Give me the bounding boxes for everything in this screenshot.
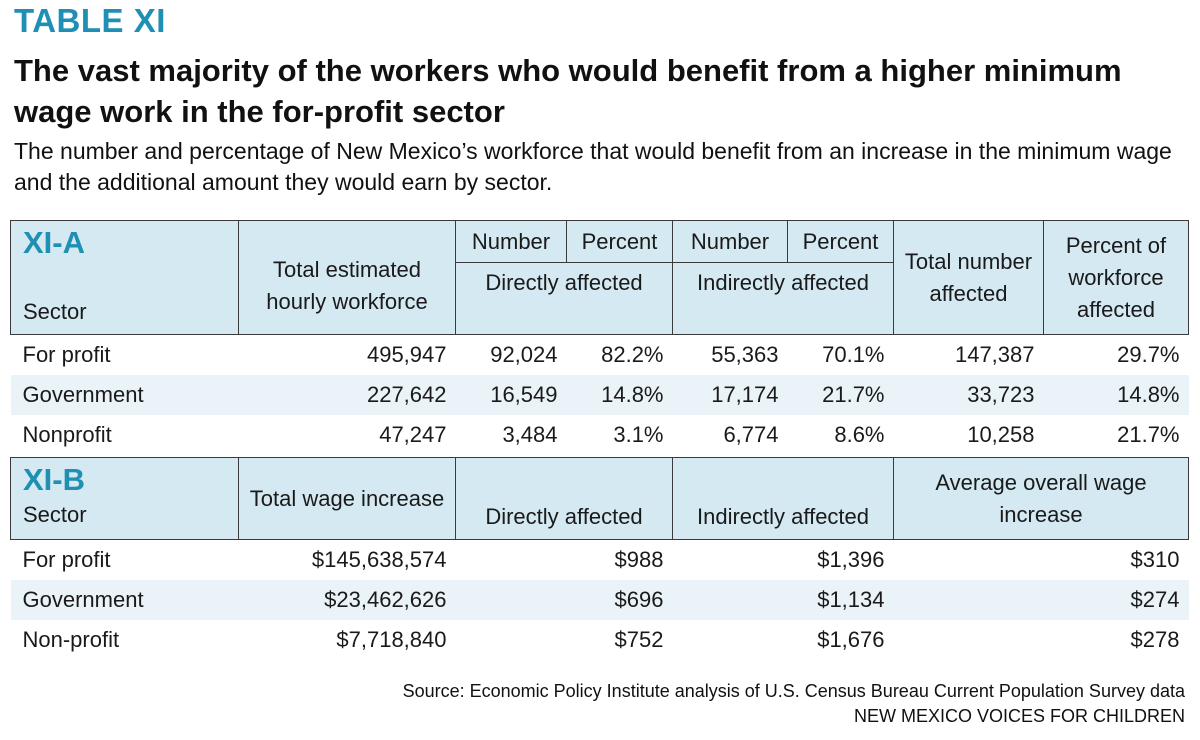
table-xi-a: XI-A Sector Total estimated hourly workf… (10, 220, 1189, 455)
col-percent-workforce: Percent of workforce affected (1043, 220, 1189, 335)
source-text: Source: Economic Policy Institute analys… (402, 681, 1185, 701)
cell-workforce: 495,947 (366, 342, 447, 367)
group-indirectly-affected: Indirectly affected (672, 262, 894, 335)
cell-direct-percent: 14.8% (566, 375, 673, 415)
cell-indirect-percent: 21.7% (787, 375, 894, 415)
cell-percent-workforce: 14.8% (1043, 375, 1189, 415)
cell-direct-increase: $752 (614, 627, 664, 652)
cell-direct-percent: 82.2% (601, 342, 664, 367)
cell-direct-percent: 3.1% (613, 422, 664, 447)
table-row: Government $23,462,626 $696 $1,134 $274 (10, 580, 1189, 620)
col-average-wage-increase: Average overall wage increase (893, 457, 1189, 540)
table-row: Government 227,642 16,549 14.8% 17,174 2… (10, 375, 1189, 415)
table-a-corner: XI-A Sector (10, 220, 239, 335)
col-direct-percent: Percent (566, 220, 673, 263)
table-row: For profit 495,947 92,024 82.2% 55,363 7… (11, 335, 1189, 376)
col-indirectly-affected: Indirectly affected (672, 457, 894, 540)
sector-name: Government (10, 580, 239, 620)
table-b-sector-header: Sector (23, 502, 87, 527)
cell-indirect-increase: $1,134 (672, 580, 894, 620)
col-indirect-number: Number (672, 220, 788, 263)
sector-name: For profit (22, 547, 111, 572)
cell-total-wage-increase: $23,462,626 (238, 580, 456, 620)
page-title: The vast majority of the workers who wou… (14, 53, 1122, 129)
cell-indirect-percent: 70.1% (822, 342, 885, 367)
group-directly-affected: Directly affected (455, 262, 673, 335)
table-b-code: XI-B (23, 462, 85, 497)
table-a-code: XI-A (23, 225, 85, 260)
source-note: Source: Economic Policy Institute analys… (403, 679, 1185, 729)
cell-percent-workforce: 29.7% (1117, 342, 1180, 367)
cell-average-increase: $310 (1130, 547, 1180, 572)
cell-indirect-increase: $1,396 (817, 547, 885, 572)
col-total-workforce: Total estimated hourly workforce (238, 220, 456, 335)
cell-direct-number: 3,484 (502, 422, 558, 447)
table-b-corner: XI-B Sector (10, 457, 239, 540)
cell-indirect-number: 55,363 (711, 342, 779, 367)
col-total-wage-increase: Total wage increase (238, 457, 456, 540)
col-total-affected: Total number affected (893, 220, 1044, 335)
sector-name: Nonprofit (22, 422, 112, 447)
cell-direct-number: 16,549 (455, 375, 567, 415)
cell-total-affected: 33,723 (893, 375, 1044, 415)
cell-total-wage-increase: $145,638,574 (311, 547, 447, 572)
table-xi-b: XI-B Sector Total wage increase Directly… (10, 457, 1189, 660)
cell-direct-increase: $696 (455, 580, 673, 620)
cell-indirect-number: 6,774 (723, 422, 779, 447)
sector-name: Government (10, 375, 239, 415)
cell-direct-increase: $988 (614, 547, 664, 572)
cell-total-affected: 147,387 (954, 342, 1035, 367)
cell-direct-number: 92,024 (490, 342, 558, 367)
table-a-sector-header: Sector (23, 299, 87, 324)
cell-total-affected: 10,258 (967, 422, 1035, 447)
table-label: TABLE XI (14, 2, 166, 39)
organization-name: NEW MEXICO VOICES FOR CHILDREN (853, 706, 1185, 726)
cell-indirect-number: 17,174 (672, 375, 788, 415)
col-direct-number: Number (455, 220, 567, 263)
table-row: For profit $145,638,574 $988 $1,396 $310 (11, 540, 1189, 581)
page-subtitle: The number and percentage of New Mexico’… (14, 138, 1172, 195)
cell-total-wage-increase: $7,718,840 (336, 627, 447, 652)
sector-name: For profit (22, 342, 111, 367)
cell-percent-workforce: 21.7% (1117, 422, 1180, 447)
cell-workforce: 227,642 (238, 375, 456, 415)
cell-indirect-increase: $1,676 (817, 627, 885, 652)
col-directly-affected: Directly affected (455, 457, 673, 540)
cell-workforce: 47,247 (379, 422, 447, 447)
table-row: Non-profit $7,718,840 $752 $1,676 $278 (11, 620, 1189, 660)
cell-average-increase: $278 (1130, 627, 1180, 652)
col-indirect-percent: Percent (787, 220, 894, 263)
cell-average-increase: $274 (893, 580, 1189, 620)
sector-name: Non-profit (22, 627, 120, 652)
cell-indirect-percent: 8.6% (834, 422, 885, 447)
table-row: Nonprofit 47,247 3,484 3.1% 6,774 8.6% 1… (11, 415, 1189, 455)
